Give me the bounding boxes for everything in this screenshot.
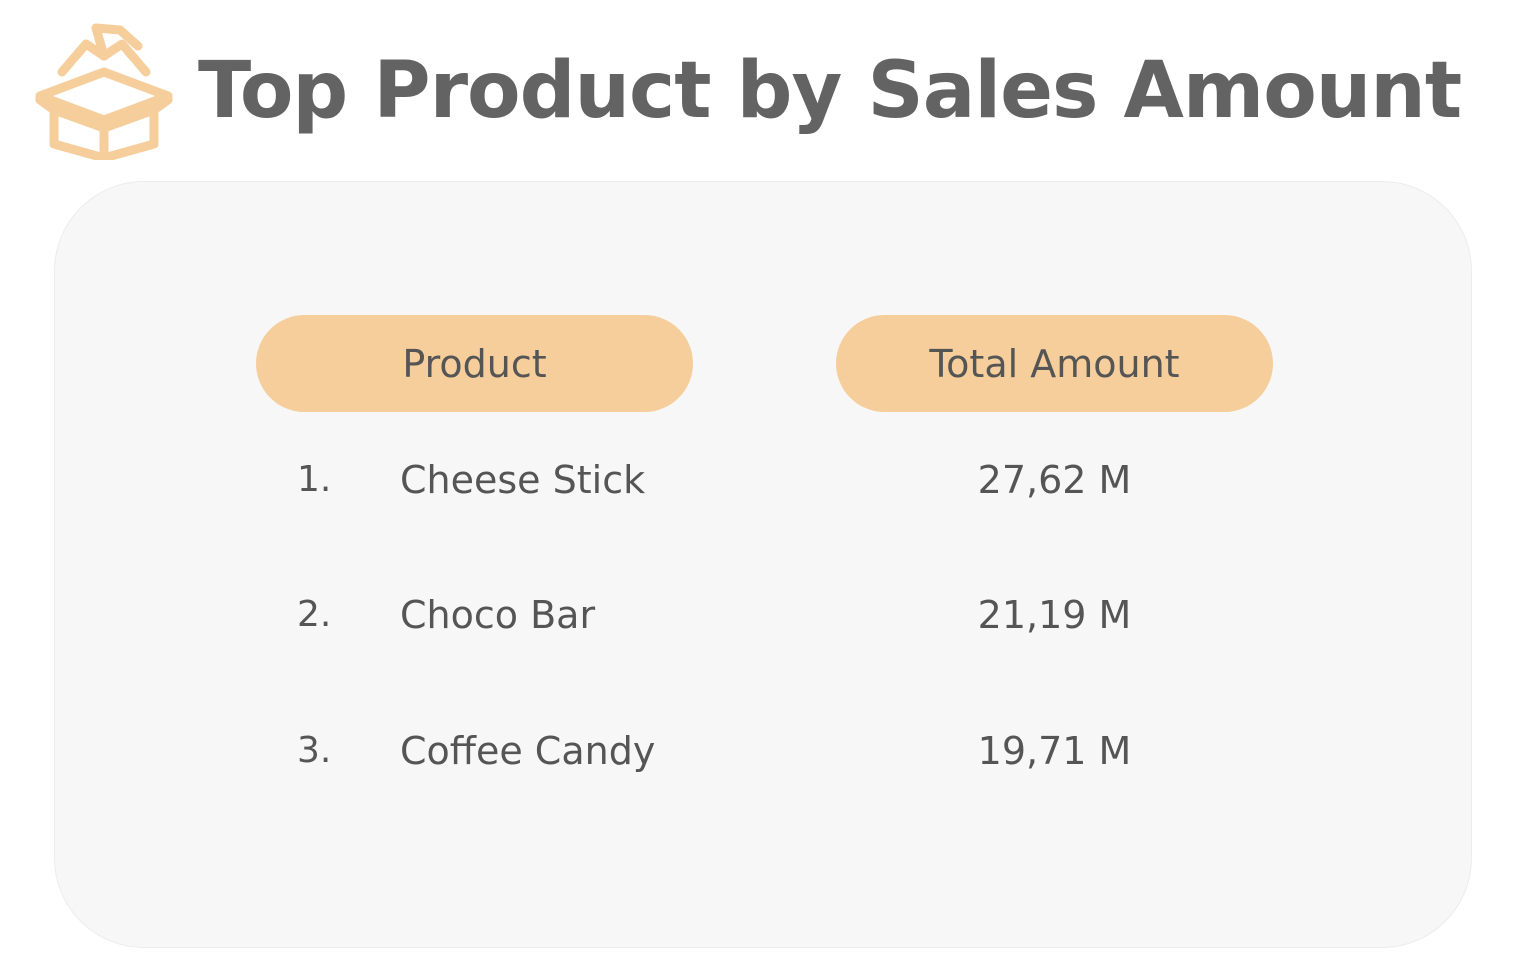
table-row: 3. Coffee Candy 19,71 M	[55, 721, 1473, 781]
table-row: 2. Choco Bar 21,19 M	[55, 585, 1473, 645]
rank-number: 2.	[297, 594, 332, 635]
header: Top Product by Sales Amount	[0, 0, 1524, 170]
total-amount: 21,19 M	[977, 593, 1132, 637]
product-name: Cheese Stick	[400, 458, 646, 502]
package-box-icon	[35, 23, 173, 160]
table-card: Product Total Amount 1. Cheese Stick 27,…	[54, 181, 1472, 948]
total-amount: 27,62 M	[977, 458, 1132, 502]
rank-number: 1.	[297, 459, 332, 500]
column-header-product: Product	[256, 315, 693, 412]
product-name: Choco Bar	[400, 593, 596, 637]
table-row: 1. Cheese Stick 27,62 M	[55, 450, 1473, 510]
page-title: Top Product by Sales Amount	[198, 46, 1462, 136]
total-amount: 19,71 M	[977, 729, 1132, 773]
product-name: Coffee Candy	[400, 729, 656, 773]
column-header-total-amount: Total Amount	[836, 315, 1273, 412]
rank-number: 3.	[297, 730, 332, 771]
